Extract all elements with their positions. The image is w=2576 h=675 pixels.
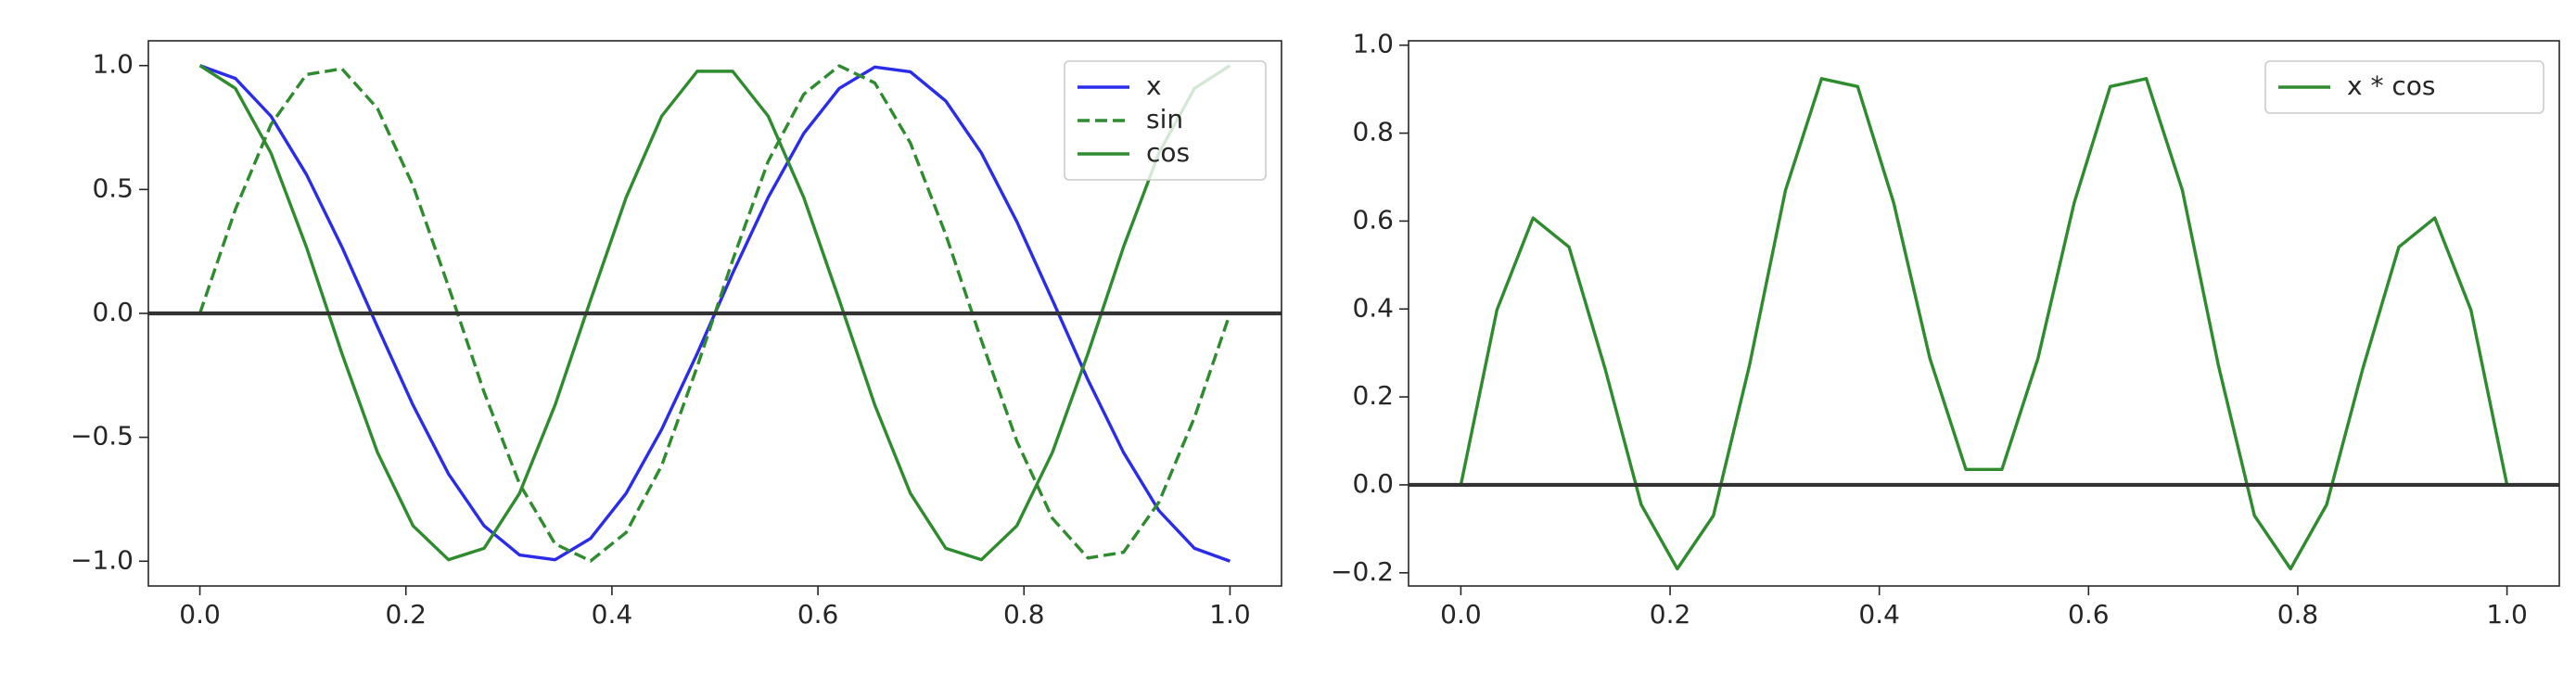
legend-label: sin: [1146, 104, 1183, 134]
x-tick-label: 0.0: [179, 599, 221, 630]
x-tick-label: 0.0: [1440, 599, 1482, 630]
x-tick-label: 0.4: [592, 599, 633, 630]
y-tick-label: 0.2: [1352, 380, 1394, 411]
x-tick-label: 0.8: [1003, 599, 1045, 630]
x-tick-label: 1.0: [2486, 599, 2528, 630]
series-line: [1459, 77, 2509, 571]
x-tick-label: 0.6: [797, 599, 839, 630]
y-tick-label: 1.0: [1352, 29, 1394, 59]
legend-box: [2264, 60, 2544, 114]
axes-frame: [1408, 40, 2560, 587]
legend-label: x * cos: [2347, 70, 2435, 101]
x-tick-label: 0.4: [1858, 599, 1900, 630]
x-tick-label: 0.6: [2068, 599, 2110, 630]
y-tick-label: 1.0: [92, 49, 134, 80]
x-tick-label: 0.8: [2277, 599, 2319, 630]
series-line: [198, 64, 1231, 562]
x-tick-label: 1.0: [1209, 599, 1251, 630]
legend-label: cos: [1146, 137, 1190, 168]
y-tick-label: −1.0: [70, 544, 134, 575]
y-tick-label: 0.6: [1352, 204, 1394, 235]
y-tick-label: 0.0: [1352, 468, 1394, 499]
y-tick-label: 0.0: [92, 297, 134, 327]
axes-frame: [147, 40, 1282, 587]
legend-label: x: [1146, 70, 1162, 101]
x-tick-label: 0.2: [1650, 599, 1691, 630]
legend-box: [1064, 60, 1267, 181]
y-tick-label: 0.5: [92, 172, 134, 203]
y-tick-label: −0.5: [70, 421, 134, 452]
x-tick-label: 0.2: [385, 599, 427, 630]
y-tick-label: 0.4: [1352, 292, 1394, 323]
y-tick-label: −0.2: [1331, 556, 1394, 587]
y-tick-label: 0.8: [1352, 117, 1394, 147]
